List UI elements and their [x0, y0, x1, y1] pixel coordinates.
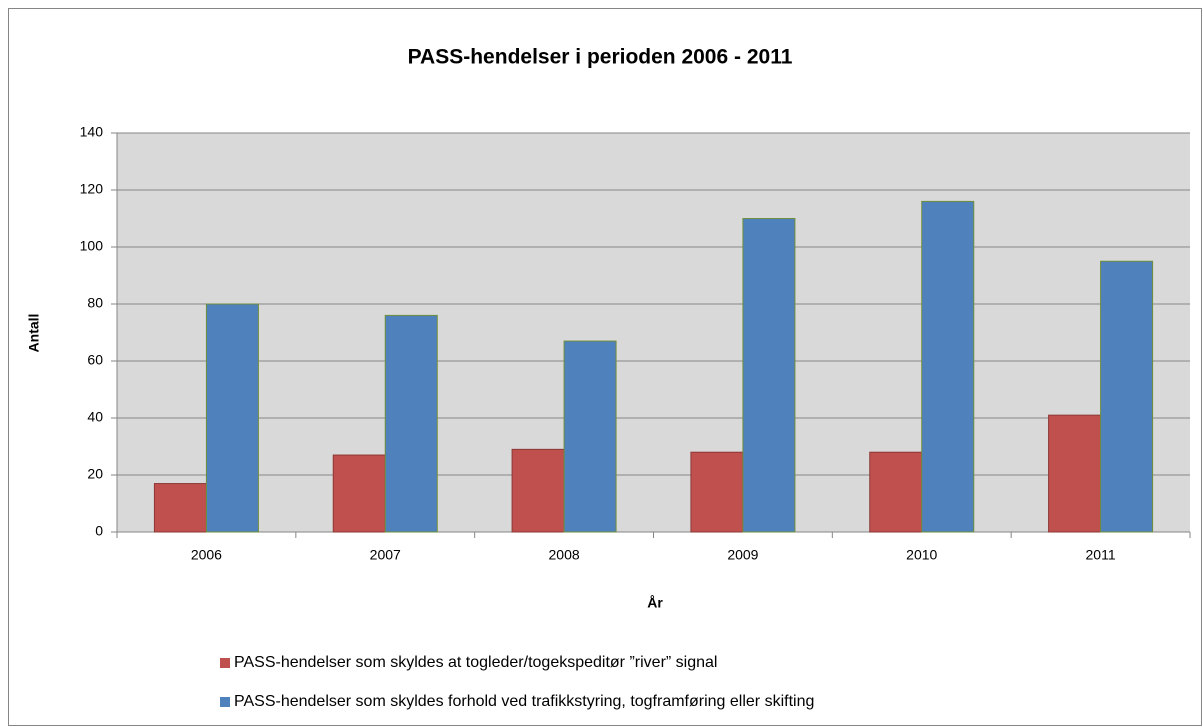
bar [1048, 414, 1102, 533]
y-tick-label: 140 [80, 124, 104, 140]
y-tick-label: 0 [95, 523, 103, 539]
x-tick-label: 2009 [727, 547, 758, 563]
x-tick-label: 2010 [906, 547, 937, 563]
y-tick-label: 80 [87, 295, 103, 311]
x-tick-label: 2011 [1086, 547, 1116, 563]
y-tick-label: 100 [80, 238, 104, 254]
y-tick-label: 60 [87, 352, 103, 368]
y-tick-label: 40 [87, 409, 103, 425]
legend-swatch [220, 658, 230, 668]
x-axis-label: År [647, 595, 663, 611]
bar [921, 200, 975, 533]
bar [205, 303, 259, 533]
legend-label: PASS-hendelser som skyldes at togleder/t… [234, 654, 717, 671]
y-tick-label: 20 [87, 466, 103, 482]
x-tick-label: 2007 [370, 547, 401, 563]
bar [563, 340, 617, 533]
y-axis-label: Antall [26, 314, 42, 353]
plot-area [117, 133, 1190, 532]
legend-swatch [220, 697, 230, 707]
bar [742, 218, 796, 533]
x-tick-label: 2006 [191, 547, 222, 563]
legend-label: PASS-hendelser som skyldes forhold ved t… [234, 693, 814, 710]
x-tick-label: 2008 [549, 547, 580, 563]
bar [384, 314, 438, 533]
bar [511, 448, 565, 533]
chart-title: PASS-hendelser i perioden 2006 - 2011 [408, 46, 793, 69]
bar [869, 451, 923, 533]
y-tick-label: 120 [80, 181, 104, 197]
bar [153, 483, 207, 533]
bar [332, 454, 386, 533]
bar [1100, 260, 1154, 533]
bar [690, 451, 744, 533]
